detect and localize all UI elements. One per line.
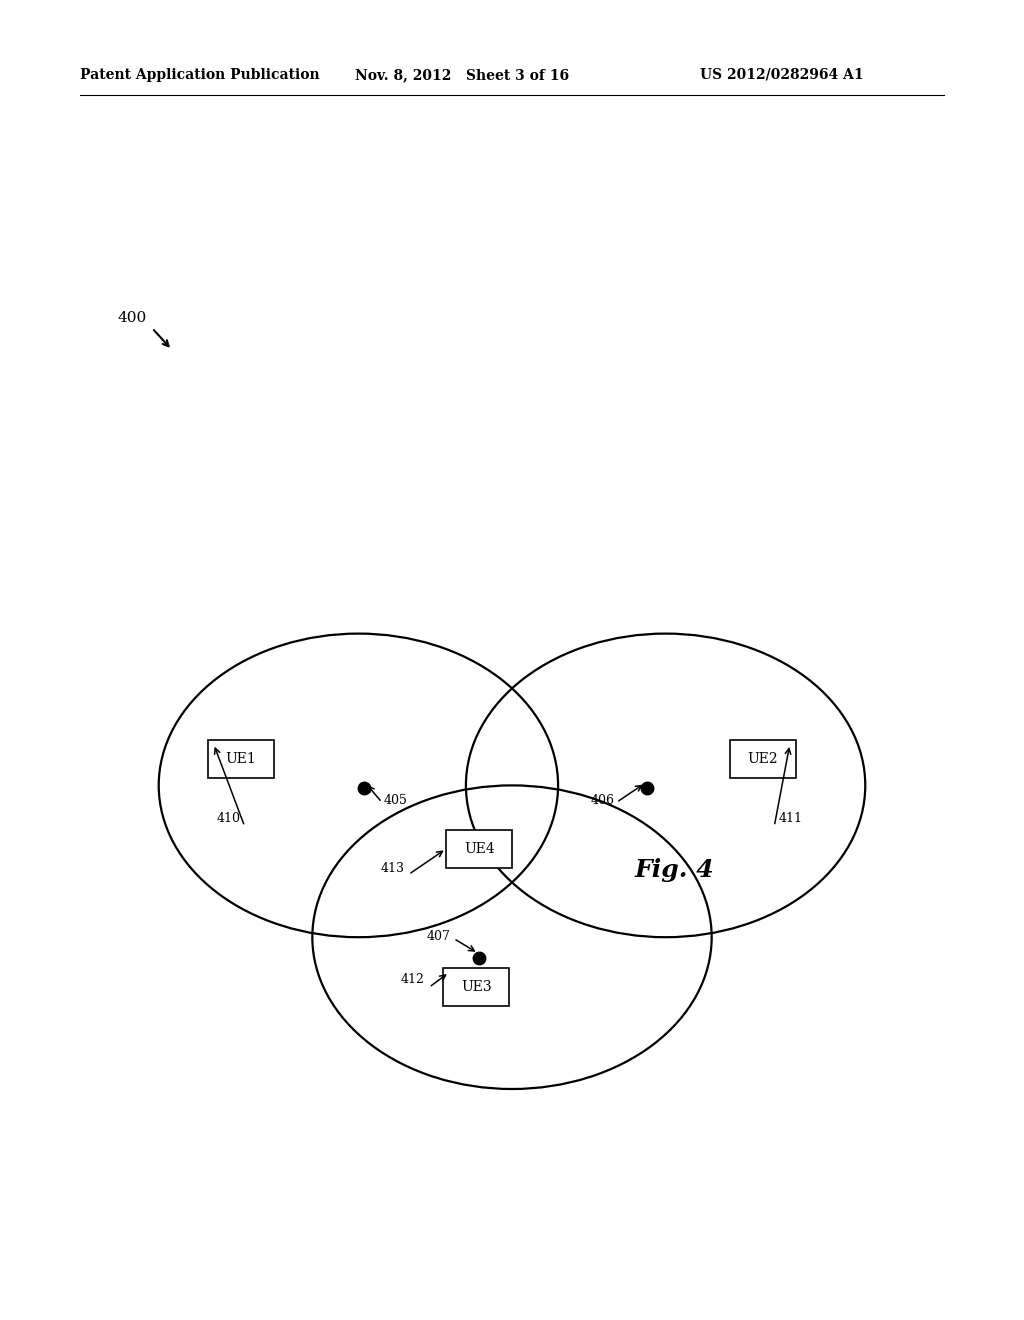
Text: 411: 411 [778,812,802,825]
FancyBboxPatch shape [730,741,796,777]
Text: 413: 413 [381,862,404,875]
Text: Nov. 8, 2012   Sheet 3 of 16: Nov. 8, 2012 Sheet 3 of 16 [355,69,569,82]
Text: 407: 407 [427,929,451,942]
Text: 410: 410 [217,812,241,825]
Text: Patent Application Publication: Patent Application Publication [80,69,319,82]
FancyBboxPatch shape [443,969,509,1006]
FancyBboxPatch shape [446,830,512,867]
Text: UE4: UE4 [464,842,495,855]
Text: Fig. 4: Fig. 4 [635,858,715,882]
Text: UE2: UE2 [748,752,778,766]
Text: 405: 405 [384,793,408,807]
Text: 406: 406 [591,793,614,807]
Text: US 2012/0282964 A1: US 2012/0282964 A1 [700,69,863,82]
FancyBboxPatch shape [208,741,273,777]
Text: 400: 400 [118,312,147,325]
Text: UE3: UE3 [461,981,492,994]
Text: UE1: UE1 [225,752,256,766]
Text: 412: 412 [401,973,425,986]
